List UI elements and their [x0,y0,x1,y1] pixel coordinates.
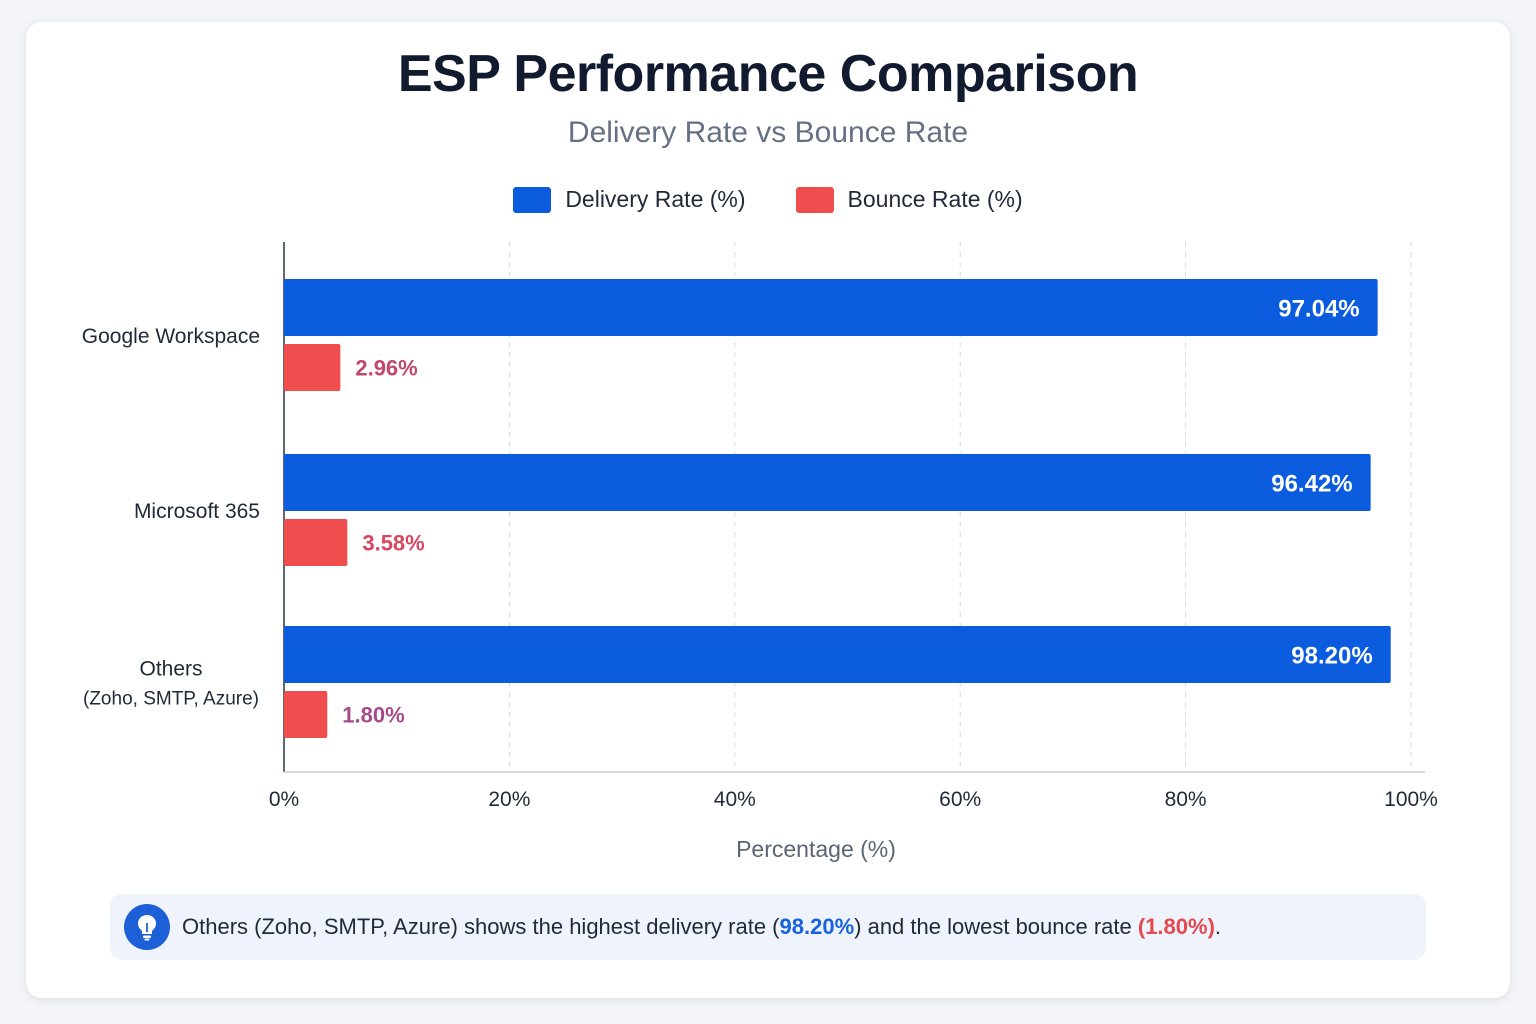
data-label-delivery: 97.04% [1278,296,1359,323]
x-tick-label: 80% [1165,788,1207,811]
category-label: Others [139,658,202,681]
data-label-delivery: 98.20% [1291,643,1372,670]
bar-bounce [284,691,328,738]
callout-text: Others (Zoho, SMTP, Azure) shows the hig… [182,914,1222,939]
x-tick-label: 0% [269,788,299,811]
legend-label-delivery: Delivery Rate (%) [565,186,746,212]
x-tick-label: 40% [714,788,756,811]
category-label: Google Workspace [82,325,260,348]
data-label-bounce: 3.58% [362,531,424,556]
callout-delivery-value: 98.20% [779,914,855,939]
insight-callout: Others (Zoho, SMTP, Azure) shows the hig… [110,894,1426,960]
bar-delivery [284,279,1378,336]
chart-title: ESP Performance Comparison [397,45,1139,103]
bar-bounce [284,344,341,391]
legend-swatch-delivery [513,186,552,213]
legend-swatch-bounce [795,186,834,213]
data-label-delivery: 96.42% [1271,471,1352,498]
bar-bounce [284,519,348,566]
legend-item-delivery: Delivery Rate (%) [513,186,746,213]
legend-label-bounce: Bounce Rate (%) [847,186,1023,212]
bar-delivery [284,626,1391,683]
category-label: Microsoft 365 [134,500,260,523]
x-tick-label: 100% [1384,788,1438,811]
legend-item-bounce: Bounce Rate (%) [795,186,1023,213]
lightbulb-icon [124,904,170,950]
x-tick-label: 20% [488,788,530,811]
chart-subtitle: Delivery Rate vs Bounce Rate [567,116,969,149]
data-label-bounce: 2.96% [355,356,417,381]
data-label-bounce: 1.80% [342,703,404,728]
bar-delivery [284,454,1371,511]
callout-bounce-value: (1.80%) [1137,914,1215,939]
category-label: (Zoho, SMTP, Azure) [83,689,259,710]
x-tick-label: 60% [939,788,981,811]
legend: Delivery Rate (%) Bounce Rate (%) [0,186,1536,213]
x-axis-label: Percentage (%) [736,836,896,862]
